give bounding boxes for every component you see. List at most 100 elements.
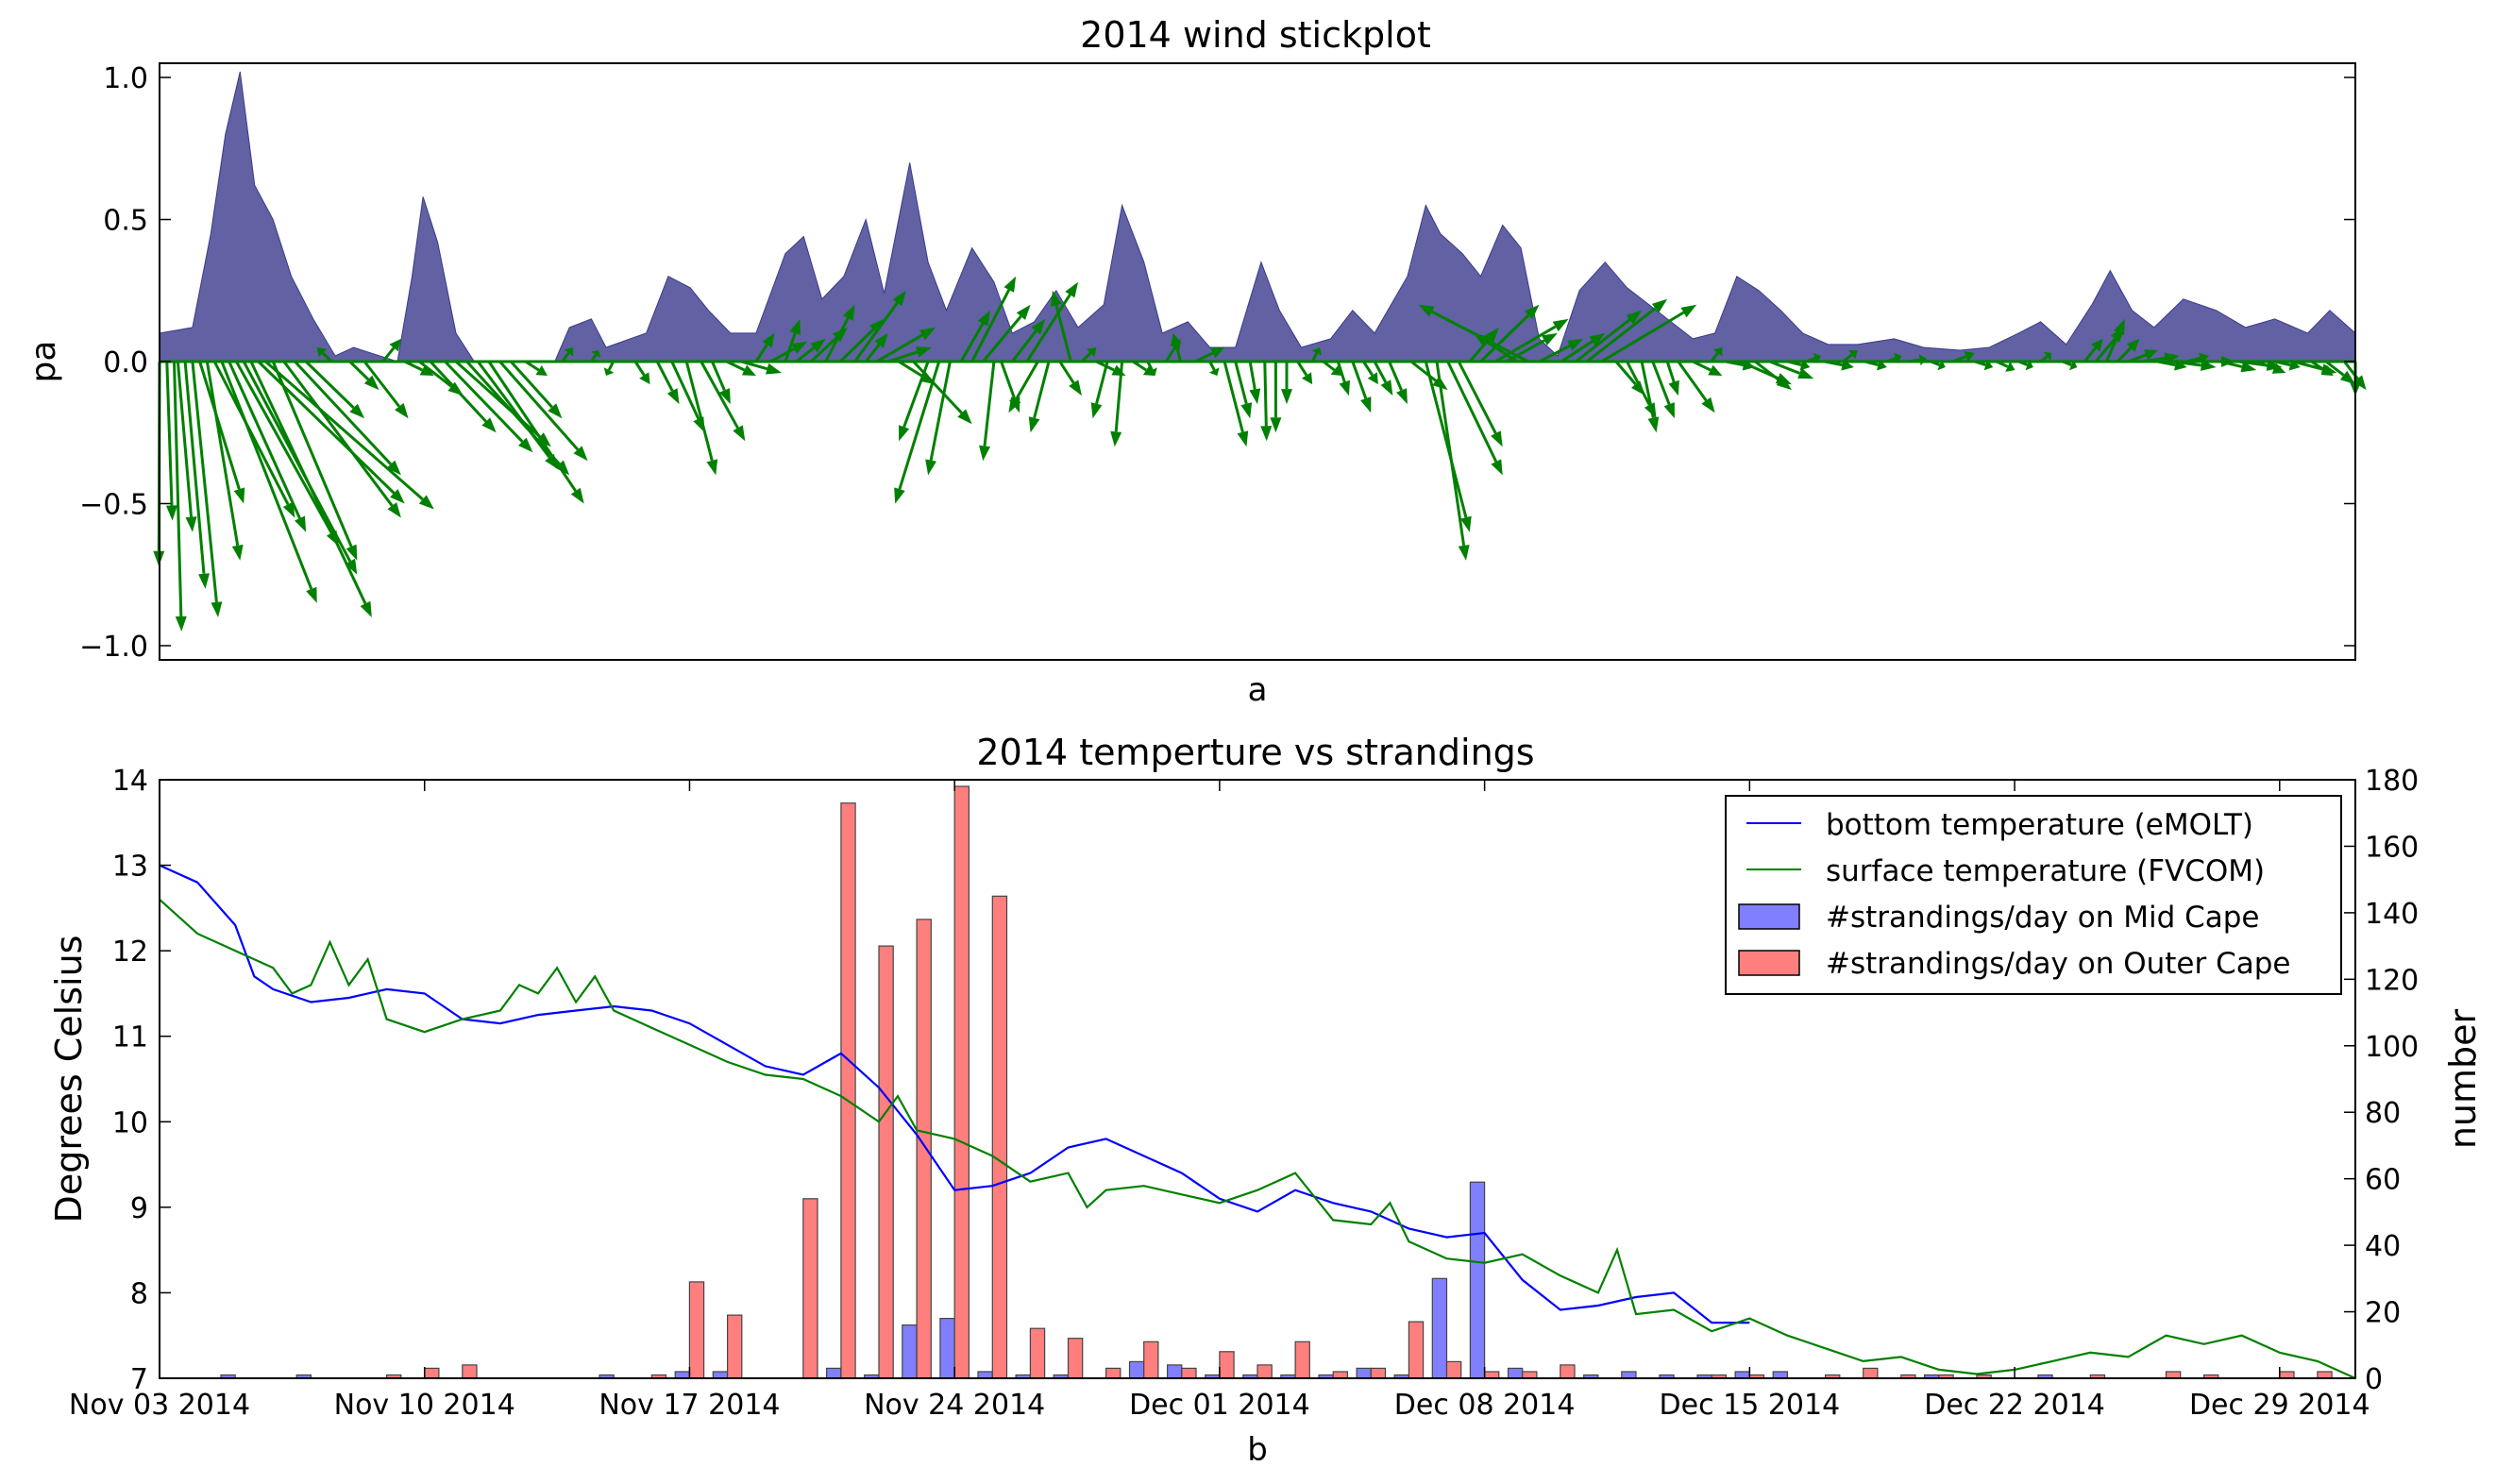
- wind-stick: [1665, 361, 1679, 396]
- x-tick-label: Nov 17 2014: [599, 1389, 780, 1422]
- stick-arrowhead: [1270, 417, 1282, 433]
- stick-shaft: [2017, 360, 2029, 367]
- wind-stick: [183, 361, 210, 589]
- stick-arrowhead: [555, 460, 570, 476]
- stick-shaft: [1058, 361, 1075, 384]
- stick-shaft: [321, 351, 333, 363]
- stick-shaft: [1310, 352, 1319, 363]
- wind-stick: [305, 360, 365, 419]
- stick-shaft: [524, 360, 540, 372]
- stick-arrowhead: [1651, 298, 1668, 313]
- stick-shaft: [220, 361, 313, 590]
- stick-shaft: [1011, 329, 1037, 363]
- bar-outer-cape: [1483, 1371, 1500, 1379]
- wind-stick: [363, 361, 409, 419]
- stick-arrowhead: [1301, 372, 1313, 385]
- wind-stick: [198, 361, 245, 504]
- wind-stick: [1864, 359, 1887, 371]
- stick-shaft: [876, 333, 923, 363]
- wind-stick: [282, 361, 401, 518]
- stick-arrowhead: [306, 586, 317, 603]
- wind-stick: [381, 338, 401, 363]
- wind-stick: [1028, 361, 1051, 433]
- stick-arrowhead: [360, 600, 372, 617]
- wind-stick: [839, 318, 885, 363]
- stick-shaft: [1373, 361, 1388, 383]
- wind-stick: [1640, 361, 1660, 433]
- stick-shaft: [590, 353, 598, 363]
- stick-arrowhead: [1626, 310, 1643, 325]
- stick-shaft: [228, 361, 301, 519]
- y-tick-label-top: 0.0: [103, 346, 148, 379]
- wind-stick: [1424, 361, 1472, 532]
- bar-outer-cape: [878, 945, 894, 1379]
- wind-stick: [1600, 304, 1697, 363]
- stick-arrowhead: [1776, 376, 1792, 391]
- stick-arrowhead: [390, 489, 405, 504]
- stick-arrowhead: [1339, 379, 1350, 396]
- stick-shaft: [404, 360, 423, 372]
- bar-mid-cape: [1621, 1371, 1637, 1379]
- stick-arrowhead: [535, 365, 548, 376]
- stick-arrowhead: [2339, 370, 2355, 385]
- wind-stick: [2219, 360, 2257, 373]
- stick-arrowhead: [1542, 332, 1558, 346]
- stick-arrowhead: [869, 318, 885, 334]
- wind-stick: [1560, 332, 1606, 363]
- stick-shaft: [1132, 360, 1147, 372]
- bar-outer-cape: [2279, 1371, 2295, 1379]
- stick-arrowhead: [535, 432, 551, 447]
- wind-stick: [2186, 352, 2209, 364]
- stick-shaft: [282, 361, 394, 507]
- stick-arrowhead: [766, 363, 782, 375]
- stick-shaft: [465, 360, 561, 465]
- wind-stick: [912, 360, 972, 425]
- stick-arrowhead: [1491, 459, 1503, 476]
- wind-stick: [1223, 361, 1249, 447]
- stick-arrowhead: [198, 573, 210, 589]
- stick-shaft: [2274, 360, 2291, 367]
- stick-arrowhead: [1110, 430, 1122, 447]
- stick-shaft: [498, 361, 580, 451]
- stick-arrowhead: [925, 459, 936, 476]
- bar-outer-cape: [1332, 1371, 1348, 1379]
- bar-mid-cape: [674, 1371, 691, 1379]
- stick-arrowhead: [1712, 347, 1723, 357]
- stick-shaft: [1626, 361, 1651, 406]
- y-tick-label-left: 11: [112, 1021, 148, 1054]
- stick-shaft: [912, 360, 963, 414]
- bar-outer-cape: [1522, 1371, 1538, 1379]
- stick-shaft: [1054, 304, 1072, 363]
- stick-shaft: [740, 360, 768, 371]
- bar-mid-cape: [902, 1324, 918, 1379]
- stick-shaft: [1033, 361, 1051, 419]
- y-axis-label-bottom-left: Degrees Celsius: [48, 936, 90, 1223]
- y-tick-label-top: 1.0: [103, 62, 148, 95]
- bar-outer-cape: [1294, 1341, 1310, 1379]
- wind-stick: [1322, 360, 1342, 376]
- wind-stick: [726, 360, 756, 376]
- stick-shaft: [2083, 346, 2097, 363]
- stick-arrowhead: [346, 544, 358, 561]
- stick-arrowhead: [570, 487, 584, 504]
- wind-stick: [1754, 360, 1792, 391]
- wind-stick: [2083, 338, 2103, 363]
- wind-stick: [173, 361, 187, 632]
- wind-stick: [1008, 361, 1039, 413]
- wind-stick: [487, 361, 584, 504]
- stickplot-marks: [153, 71, 2367, 632]
- wind-stick: [1575, 310, 1643, 363]
- wind-stick: [2255, 360, 2286, 374]
- stick-arrowhead: [2199, 352, 2209, 364]
- stick-shaft: [363, 361, 400, 408]
- stick-arrowhead: [2069, 360, 2078, 371]
- stick-shaft: [205, 361, 240, 547]
- stick-shaft: [655, 361, 674, 392]
- stick-arrowhead: [1380, 379, 1393, 396]
- stick-shaft: [429, 360, 487, 423]
- wind-stick: [711, 361, 731, 405]
- stick-shaft: [381, 346, 396, 363]
- stick-arrowhead: [894, 487, 905, 504]
- bar-outer-cape: [2165, 1371, 2182, 1379]
- stick-arrowhead: [791, 341, 808, 354]
